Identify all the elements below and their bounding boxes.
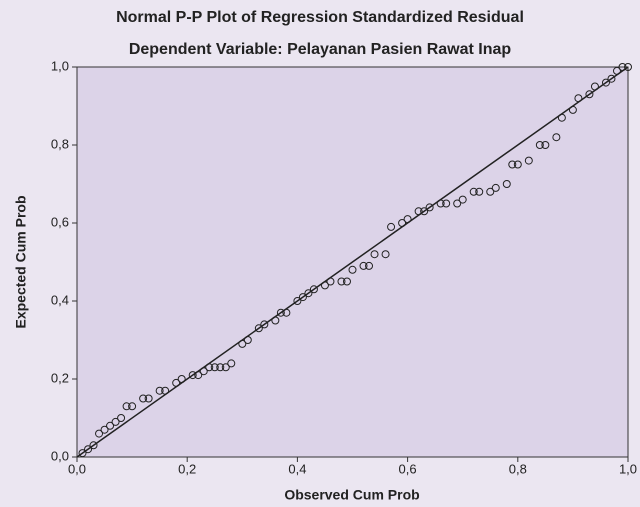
chart: Normal P-P Plot of Regression Standardiz… [0, 0, 640, 507]
x-tick-label: 1,0 [619, 461, 637, 476]
y-tick-label: 1,0 [51, 58, 69, 73]
y-axis-label: Expected Cum Prob [13, 195, 29, 328]
y-tick-label: 0,8 [51, 136, 69, 151]
y-tick-label: 0,4 [51, 292, 69, 307]
y-tick-label: 0,0 [51, 448, 69, 463]
x-axis-label: Observed Cum Prob [284, 487, 419, 503]
y-tick-label: 0,6 [51, 214, 69, 229]
x-tick-label: 0,2 [178, 461, 196, 476]
chart-subtitle: Dependent Variable: Pelayanan Pasien Raw… [129, 41, 512, 58]
x-tick-label: 0,8 [509, 461, 527, 476]
chart-title: Normal P-P Plot of Regression Standardiz… [116, 9, 524, 26]
x-tick-label: 0,0 [68, 461, 86, 476]
y-tick-label: 0,2 [51, 370, 69, 385]
x-tick-label: 0,4 [288, 461, 306, 476]
x-tick-label: 0,6 [399, 461, 417, 476]
